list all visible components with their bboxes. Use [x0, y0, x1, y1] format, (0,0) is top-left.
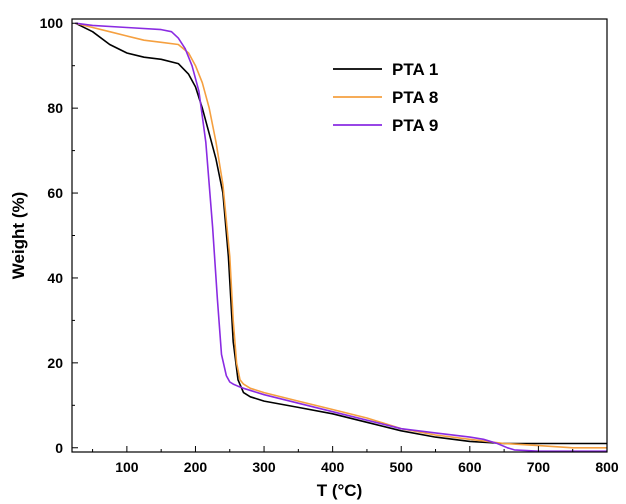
y-tick-label: 80 — [47, 100, 63, 116]
axis-tick-labels: 100 200 300 400 500 600 700 800 0 20 40 60 80 100 — [40, 15, 619, 475]
legend-label: PTA 9 — [392, 116, 438, 135]
y-axis-title: Weight (%) — [9, 192, 28, 280]
y-tick-label: 20 — [47, 355, 63, 371]
legend-label: PTA 8 — [392, 88, 438, 107]
x-tick-label: 600 — [458, 459, 482, 475]
series-line-1 — [75, 22, 607, 445]
legend-label: PTA 1 — [392, 60, 438, 79]
x-tick-label: 300 — [252, 459, 276, 475]
y-tick-label: 60 — [47, 185, 63, 201]
x-tick-label: 100 — [115, 459, 139, 475]
y-tick-label: 0 — [55, 440, 63, 456]
x-tick-label: 400 — [321, 459, 345, 475]
series-line-3 — [75, 22, 607, 452]
series-line-2 — [75, 22, 607, 449]
y-tick-label: 40 — [47, 270, 63, 286]
plot-frame — [71, 18, 608, 453]
x-tick-label: 700 — [527, 459, 551, 475]
x-tick-label: 500 — [390, 459, 414, 475]
axis-ticks — [72, 22, 608, 452]
x-tick-label: 200 — [184, 459, 208, 475]
y-tick-label: 100 — [40, 15, 64, 31]
plot-lines — [75, 22, 607, 452]
x-tick-label: 800 — [595, 459, 619, 475]
x-axis-title: T (°C) — [317, 481, 363, 500]
legend: PTA 1 PTA 8 PTA 9 — [333, 60, 438, 135]
